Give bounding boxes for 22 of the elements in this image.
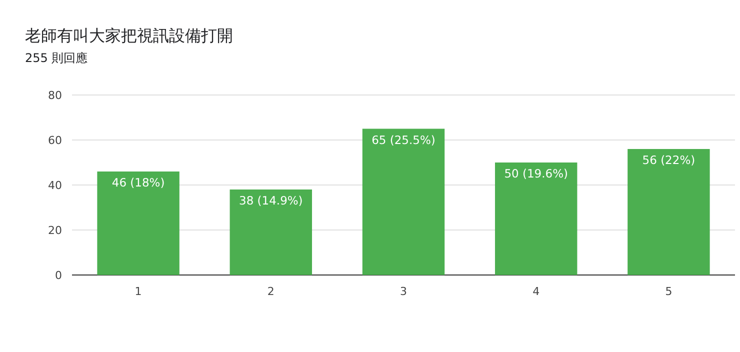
y-tick-label: 40 <box>48 179 62 192</box>
data-label: 56 (22%) <box>642 153 696 167</box>
x-tick-label: 4 <box>532 285 540 298</box>
x-tick-label: 5 <box>665 285 672 298</box>
x-tick-label: 2 <box>267 285 274 298</box>
data-label: 46 (18%) <box>112 176 165 190</box>
y-tick-label: 80 <box>48 89 62 102</box>
y-tick-label: 0 <box>55 269 62 282</box>
bar <box>97 172 180 275</box>
y-tick-label: 20 <box>48 224 62 237</box>
x-tick-label: 3 <box>400 285 407 298</box>
data-label: 50 (19.6%) <box>504 166 568 180</box>
bar <box>230 190 312 275</box>
data-label: 65 (25.5%) <box>372 132 436 147</box>
chart-subtitle: 255 則回應 <box>25 51 88 65</box>
bar <box>362 128 445 275</box>
chart-title: 老師有叫大家把視訊設備打開 <box>25 26 233 45</box>
bar <box>628 149 710 275</box>
data-label: 38 (14.9%) <box>239 194 303 208</box>
y-tick-label: 60 <box>48 134 62 147</box>
bar <box>494 162 578 275</box>
x-tick-label: 1 <box>134 285 142 298</box>
